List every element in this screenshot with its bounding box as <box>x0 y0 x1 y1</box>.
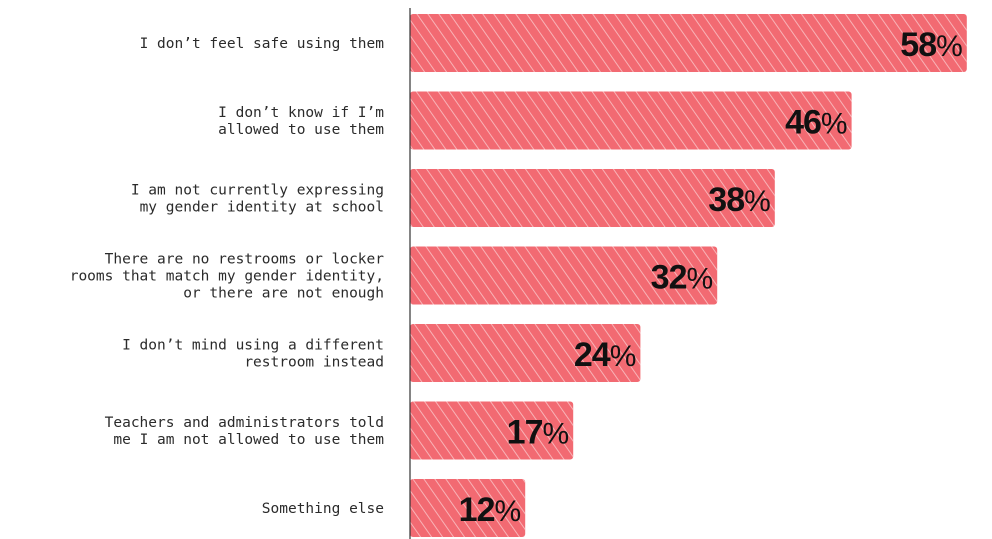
value-label-2: 38% <box>708 181 771 219</box>
bars-group: 58% 46% 38% 32% 24% 17% 12% <box>410 14 967 537</box>
bar-hatch-0 <box>410 14 967 72</box>
value-label-4: 24% <box>574 336 637 374</box>
bar-hatch-6 <box>410 479 526 537</box>
bar-hatch-1 <box>410 91 852 150</box>
bar-hatch-5 <box>410 401 574 460</box>
category-label-2: I am not currently expressing my gender i… <box>131 183 384 216</box>
category-label-4: I don’t mind using a different restroom i… <box>122 338 384 371</box>
value-label-3: 32% <box>651 259 714 297</box>
category-label-5: Teachers and administrators told me I am … <box>105 415 385 448</box>
value-label-6: 12% <box>459 491 522 529</box>
category-labels-group: I don’t feel safe using them I don’t know… <box>70 36 385 517</box>
category-label-1: I don’t know if I’m allowed to use them <box>218 105 384 138</box>
category-label-0: I don’t feel safe using them <box>140 36 385 52</box>
value-label-1: 46% <box>785 104 848 142</box>
bar-hatch-2 <box>410 169 775 227</box>
bar-hatch-3 <box>410 246 718 305</box>
bar-hatch-4 <box>410 324 641 382</box>
value-label-0: 58% <box>900 26 963 64</box>
value-label-5: 17% <box>507 414 570 452</box>
category-label-3: There are no restrooms or locker rooms th… <box>70 252 385 302</box>
category-label-6: Something else <box>262 501 384 517</box>
